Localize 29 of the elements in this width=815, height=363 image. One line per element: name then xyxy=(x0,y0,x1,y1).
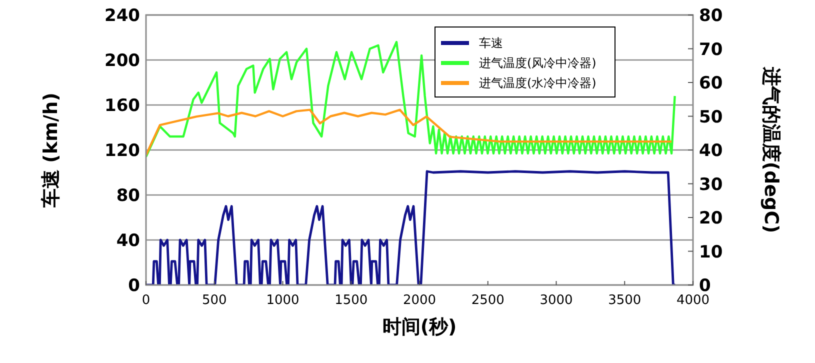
legend-label: 进气温度(水冷中冷器) xyxy=(479,76,596,90)
y-tick-label: 80 xyxy=(116,186,140,206)
x-tick-label: 4000 xyxy=(676,293,710,308)
y-axis-title: 车速 (km/h) xyxy=(40,92,62,208)
x-tick-label: 0 xyxy=(142,293,150,308)
y2-tick-label: 30 xyxy=(699,174,723,195)
x-tick-label: 2000 xyxy=(402,293,436,308)
legend-label: 车速 xyxy=(479,36,503,50)
legend-label: 进气温度(风冷中冷器) xyxy=(479,56,596,70)
y2-tick-label: 50 xyxy=(699,107,723,128)
x-tick-label: 2500 xyxy=(471,293,504,308)
y-tick-label: 160 xyxy=(104,96,140,116)
y2-tick-label: 80 xyxy=(699,6,723,26)
y-tick-label: 200 xyxy=(104,51,140,71)
y2-tick-label: 40 xyxy=(699,141,723,161)
x-tick-label: 1500 xyxy=(334,293,368,308)
x-tick-label: 1000 xyxy=(266,293,300,308)
y-tick-label: 240 xyxy=(104,6,140,26)
x-tick-label: 3000 xyxy=(540,293,573,308)
y2-tick-label: 20 xyxy=(699,208,723,228)
y2-tick-label: 60 xyxy=(699,74,723,94)
x-tick-label: 500 xyxy=(202,293,227,308)
y2-axis-title: 进气的温度(degC) xyxy=(760,66,782,234)
y2-tick-label: 70 xyxy=(699,40,723,60)
x-tick-label: 3500 xyxy=(608,293,642,308)
y2-tick-label: 10 xyxy=(699,242,723,262)
y-tick-label: 120 xyxy=(104,141,140,161)
y-tick-label: 40 xyxy=(116,231,140,251)
x-axis-title: 时间(秒) xyxy=(382,316,457,338)
